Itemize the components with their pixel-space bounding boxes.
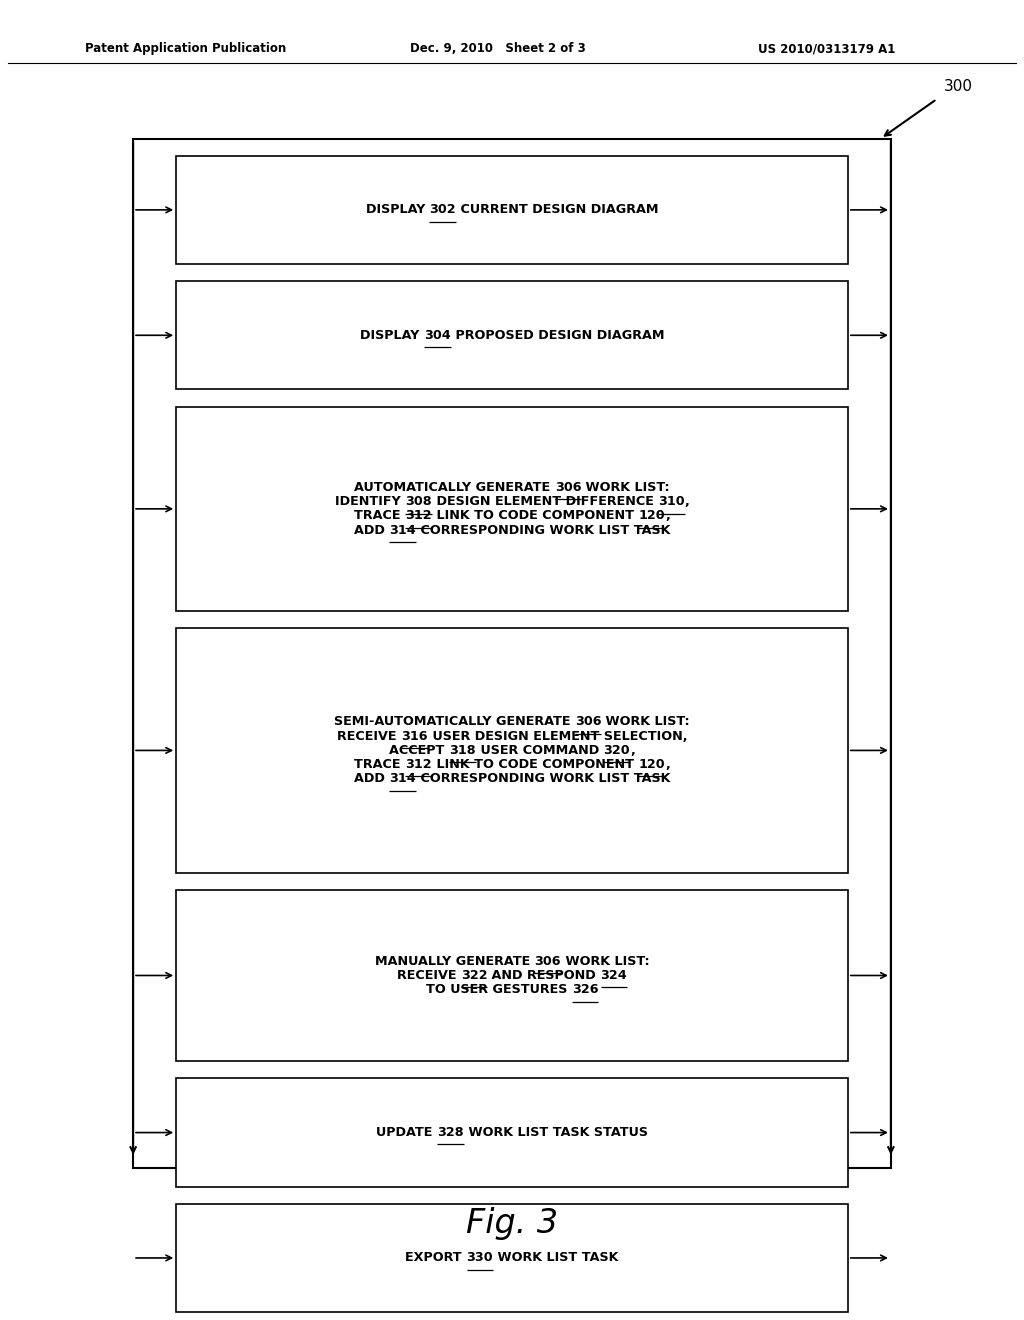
Text: WORK LIST TASK: WORK LIST TASK <box>494 1251 618 1265</box>
Text: 310: 310 <box>658 495 685 508</box>
Text: US 2010/0313179 A1: US 2010/0313179 A1 <box>758 42 895 55</box>
Text: 316: 316 <box>401 730 427 743</box>
Text: 328: 328 <box>437 1126 464 1139</box>
Text: 308: 308 <box>404 495 431 508</box>
Text: ,: , <box>665 758 670 771</box>
Text: 302: 302 <box>429 203 456 216</box>
Text: LINK TO CODE COMPONENT: LINK TO CODE COMPONENT <box>432 758 638 771</box>
Text: 304: 304 <box>424 329 451 342</box>
Text: WORK LIST:: WORK LIST: <box>582 480 670 494</box>
Text: DESIGN ELEMENT DIFFERENCE: DESIGN ELEMENT DIFFERENCE <box>431 495 658 508</box>
Text: 120: 120 <box>638 510 665 523</box>
Text: IDENTIFY: IDENTIFY <box>335 495 404 508</box>
Text: AND RESPOND: AND RESPOND <box>487 969 600 982</box>
Text: ACCEPT: ACCEPT <box>389 744 450 756</box>
Text: WORK LIST:: WORK LIST: <box>561 954 649 968</box>
Text: 318: 318 <box>450 744 476 756</box>
Bar <box>176 407 848 611</box>
Text: Patent Application Publication: Patent Application Publication <box>85 42 287 55</box>
Text: 312: 312 <box>406 758 432 771</box>
Text: 320: 320 <box>603 744 630 756</box>
Bar <box>176 628 848 873</box>
Text: USER COMMAND: USER COMMAND <box>476 744 603 756</box>
Text: WORK LIST:: WORK LIST: <box>601 715 690 729</box>
Text: 306: 306 <box>535 954 561 968</box>
Text: DISPLAY: DISPLAY <box>360 329 424 342</box>
Text: ADD: ADD <box>353 524 389 537</box>
Text: LINK TO CODE COMPONENT: LINK TO CODE COMPONENT <box>432 510 638 523</box>
Text: CURRENT DESIGN DIAGRAM: CURRENT DESIGN DIAGRAM <box>456 203 658 216</box>
Text: TRACE: TRACE <box>354 758 406 771</box>
Text: 314: 314 <box>389 772 416 785</box>
Bar <box>133 139 891 1168</box>
Text: USER DESIGN ELEMENT SELECTION,: USER DESIGN ELEMENT SELECTION, <box>427 730 687 743</box>
Text: 306: 306 <box>574 715 601 729</box>
Text: UPDATE: UPDATE <box>376 1126 437 1139</box>
Text: MANUALLY GENERATE: MANUALLY GENERATE <box>375 954 535 968</box>
Text: 300: 300 <box>944 79 973 94</box>
Text: EXPORT: EXPORT <box>406 1251 467 1265</box>
Text: 322: 322 <box>461 969 487 982</box>
Text: ,: , <box>665 510 670 523</box>
Text: 326: 326 <box>571 983 598 997</box>
Text: 324: 324 <box>600 969 628 982</box>
Bar <box>176 281 848 389</box>
Text: Fig. 3: Fig. 3 <box>466 1206 558 1241</box>
Bar <box>176 1078 848 1187</box>
Text: AUTOMATICALLY GENERATE: AUTOMATICALLY GENERATE <box>354 480 555 494</box>
Text: RECEIVE: RECEIVE <box>396 969 461 982</box>
Text: 312: 312 <box>406 510 432 523</box>
Text: ,: , <box>685 495 689 508</box>
Text: TO USER GESTURES: TO USER GESTURES <box>426 983 571 997</box>
Text: RECEIVE: RECEIVE <box>337 730 401 743</box>
Text: CORRESPONDING WORK LIST TASK: CORRESPONDING WORK LIST TASK <box>416 524 671 537</box>
Text: 306: 306 <box>555 480 582 494</box>
Text: TRACE: TRACE <box>354 510 406 523</box>
Text: 330: 330 <box>467 1251 494 1265</box>
Text: DISPLAY: DISPLAY <box>366 203 429 216</box>
Text: Dec. 9, 2010   Sheet 2 of 3: Dec. 9, 2010 Sheet 2 of 3 <box>410 42 586 55</box>
Text: 314: 314 <box>389 524 416 537</box>
Text: ADD: ADD <box>353 772 389 785</box>
Text: PROPOSED DESIGN DIAGRAM: PROPOSED DESIGN DIAGRAM <box>451 329 664 342</box>
Text: CORRESPONDING WORK LIST TASK: CORRESPONDING WORK LIST TASK <box>416 772 671 785</box>
Bar <box>176 1204 848 1312</box>
Bar <box>176 156 848 264</box>
Text: WORK LIST TASK STATUS: WORK LIST TASK STATUS <box>464 1126 648 1139</box>
Text: SEMI-AUTOMATICALLY GENERATE: SEMI-AUTOMATICALLY GENERATE <box>334 715 574 729</box>
Text: ,: , <box>630 744 635 756</box>
Text: 120: 120 <box>638 758 665 771</box>
Bar <box>176 890 848 1061</box>
